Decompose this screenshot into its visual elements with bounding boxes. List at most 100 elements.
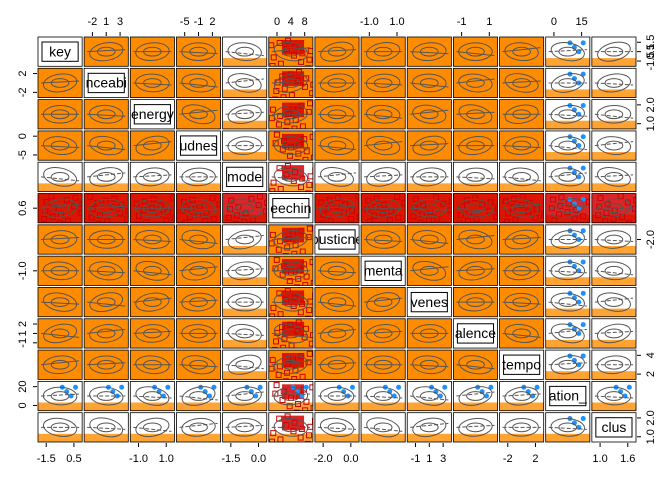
panel bbox=[83, 255, 129, 286]
panel-content bbox=[499, 418, 544, 442]
panel-border bbox=[406, 67, 452, 99]
panel-content bbox=[130, 384, 175, 411]
panel bbox=[406, 349, 452, 380]
ellipse bbox=[273, 104, 309, 124]
panel-border bbox=[499, 224, 545, 255]
panel-content bbox=[407, 99, 452, 129]
panel-border bbox=[222, 318, 268, 349]
panel-border bbox=[129, 130, 175, 161]
ellipse bbox=[458, 355, 493, 375]
panel-content bbox=[499, 193, 544, 223]
ellipse bbox=[458, 104, 493, 125]
panel-border bbox=[591, 349, 637, 380]
ellipse bbox=[412, 167, 447, 187]
panel-border bbox=[406, 255, 452, 286]
ellipse bbox=[143, 422, 162, 433]
outlier bbox=[306, 181, 313, 188]
panel-content bbox=[407, 417, 452, 442]
ellipse bbox=[135, 42, 170, 62]
ellipse bbox=[373, 171, 393, 182]
ellipse bbox=[596, 198, 632, 218]
fit-line bbox=[502, 332, 541, 338]
panel-border bbox=[591, 255, 637, 286]
panel-border bbox=[591, 161, 637, 192]
panel-border bbox=[37, 193, 83, 224]
panel-content bbox=[545, 290, 590, 317]
panel-content bbox=[361, 318, 406, 349]
panel-content bbox=[545, 102, 590, 129]
fit-line bbox=[456, 364, 495, 370]
blue-dot bbox=[626, 384, 632, 390]
fit-line bbox=[40, 393, 80, 397]
panel bbox=[129, 349, 175, 380]
ellipse bbox=[50, 234, 70, 245]
panel-content bbox=[499, 224, 544, 255]
density bbox=[130, 433, 175, 442]
panel bbox=[129, 412, 175, 443]
ellipse bbox=[135, 292, 170, 312]
ellipse bbox=[96, 109, 116, 120]
density bbox=[499, 433, 544, 442]
density bbox=[176, 402, 221, 411]
ellipse bbox=[419, 203, 439, 214]
fit-line bbox=[410, 109, 449, 115]
blue-dot bbox=[567, 196, 573, 202]
panel-content bbox=[407, 37, 452, 67]
panel-border bbox=[591, 67, 637, 99]
tick-label: 2 bbox=[209, 16, 215, 28]
ellipse bbox=[596, 136, 632, 155]
panel-content bbox=[361, 417, 406, 442]
fit-line bbox=[456, 51, 495, 57]
panel-border bbox=[499, 99, 545, 130]
density bbox=[176, 433, 221, 442]
panel: ousticne bbox=[314, 224, 360, 255]
fit-line bbox=[548, 113, 587, 117]
density bbox=[591, 277, 636, 286]
panel bbox=[314, 193, 360, 224]
panel-content bbox=[38, 384, 83, 411]
panel-border bbox=[176, 412, 222, 443]
panel-border bbox=[545, 161, 591, 192]
panel-content bbox=[130, 193, 175, 223]
panel bbox=[176, 36, 222, 67]
panel bbox=[406, 224, 452, 255]
panel-content bbox=[591, 104, 636, 129]
fit-line bbox=[133, 330, 172, 334]
fit-line bbox=[179, 109, 218, 115]
panel-border bbox=[268, 287, 314, 318]
panel bbox=[222, 412, 268, 443]
outlier bbox=[284, 244, 291, 251]
panel-border bbox=[406, 287, 452, 318]
ellipse bbox=[320, 41, 354, 62]
panel-border bbox=[268, 161, 314, 192]
panel-content bbox=[361, 287, 406, 317]
fit-line bbox=[133, 270, 172, 276]
density bbox=[84, 183, 129, 192]
panel-border bbox=[314, 99, 360, 130]
panel-content bbox=[545, 228, 590, 255]
variable-label: key bbox=[49, 43, 71, 59]
panel-content bbox=[314, 256, 360, 286]
label-box bbox=[549, 385, 587, 407]
ellipse bbox=[143, 328, 162, 339]
panel-border bbox=[37, 224, 83, 255]
panel bbox=[222, 224, 268, 255]
ellipse bbox=[466, 265, 485, 276]
outlier bbox=[293, 284, 300, 286]
panel-content bbox=[84, 350, 129, 380]
panel bbox=[499, 193, 545, 224]
panel bbox=[591, 255, 637, 286]
label-box bbox=[133, 104, 171, 125]
ellipse bbox=[135, 324, 170, 343]
fit-line bbox=[179, 207, 218, 211]
fit-line bbox=[456, 111, 495, 115]
fit-line bbox=[502, 47, 541, 53]
outlier bbox=[283, 127, 290, 129]
label-box bbox=[41, 41, 79, 62]
panel-border bbox=[268, 349, 314, 380]
panel-border bbox=[83, 99, 129, 130]
panel-border bbox=[452, 255, 498, 286]
panel-content bbox=[453, 417, 498, 442]
ellipse bbox=[281, 359, 301, 370]
panel-border bbox=[452, 99, 498, 130]
